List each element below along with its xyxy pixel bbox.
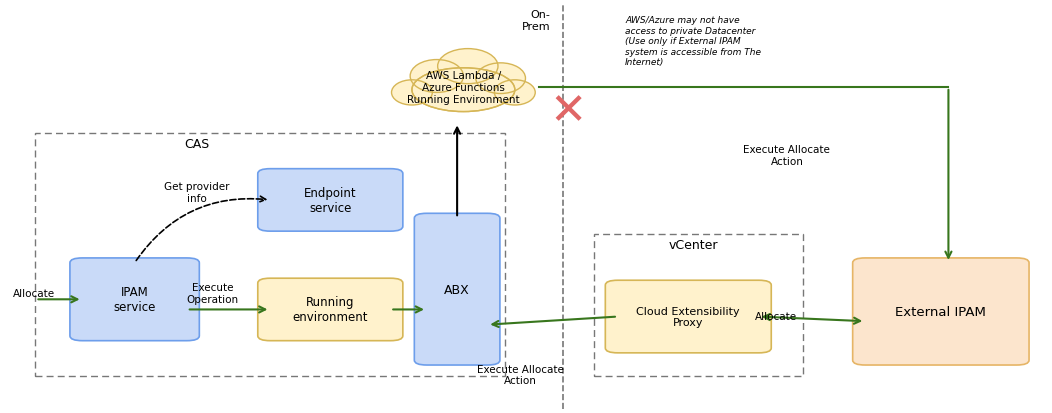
Text: CAS: CAS xyxy=(184,137,209,150)
Ellipse shape xyxy=(410,60,463,93)
Bar xyxy=(36,134,505,377)
Ellipse shape xyxy=(391,81,432,106)
Ellipse shape xyxy=(438,50,498,84)
Text: Get provider
info: Get provider info xyxy=(164,182,230,203)
Text: IPAM
service: IPAM service xyxy=(114,286,156,313)
Ellipse shape xyxy=(476,64,526,94)
Text: ABX: ABX xyxy=(444,283,470,296)
FancyBboxPatch shape xyxy=(69,258,199,341)
FancyBboxPatch shape xyxy=(414,214,500,365)
FancyBboxPatch shape xyxy=(853,258,1029,365)
Text: On-
Prem: On- Prem xyxy=(522,10,550,32)
Text: Execute Allocate
Action: Execute Allocate Action xyxy=(478,364,564,385)
Text: Execute
Operation: Execute Operation xyxy=(187,283,239,304)
Bar xyxy=(593,235,803,377)
Text: AWS/Azure may not have
access to private Datacenter
(Use only if External IPAM
s: AWS/Azure may not have access to private… xyxy=(625,16,762,67)
FancyBboxPatch shape xyxy=(258,169,403,232)
Text: Allocate: Allocate xyxy=(13,289,55,299)
Text: ✕: ✕ xyxy=(549,90,586,133)
Text: External IPAM: External IPAM xyxy=(895,305,987,318)
Text: Running
environment: Running environment xyxy=(292,296,368,324)
Text: vCenter: vCenter xyxy=(668,238,717,252)
FancyBboxPatch shape xyxy=(258,278,403,341)
Text: Cloud Extensibility
Proxy: Cloud Extensibility Proxy xyxy=(636,306,741,328)
Text: Endpoint
service: Endpoint service xyxy=(304,186,357,214)
FancyBboxPatch shape xyxy=(605,280,771,353)
Text: AWS Lambda /
Azure Functions
Running Environment: AWS Lambda / Azure Functions Running Env… xyxy=(407,71,520,104)
Text: Execute Allocate
Action: Execute Allocate Action xyxy=(744,145,830,167)
Ellipse shape xyxy=(412,69,514,112)
Ellipse shape xyxy=(494,81,535,106)
Text: Allocate: Allocate xyxy=(755,311,797,321)
Ellipse shape xyxy=(412,69,514,112)
